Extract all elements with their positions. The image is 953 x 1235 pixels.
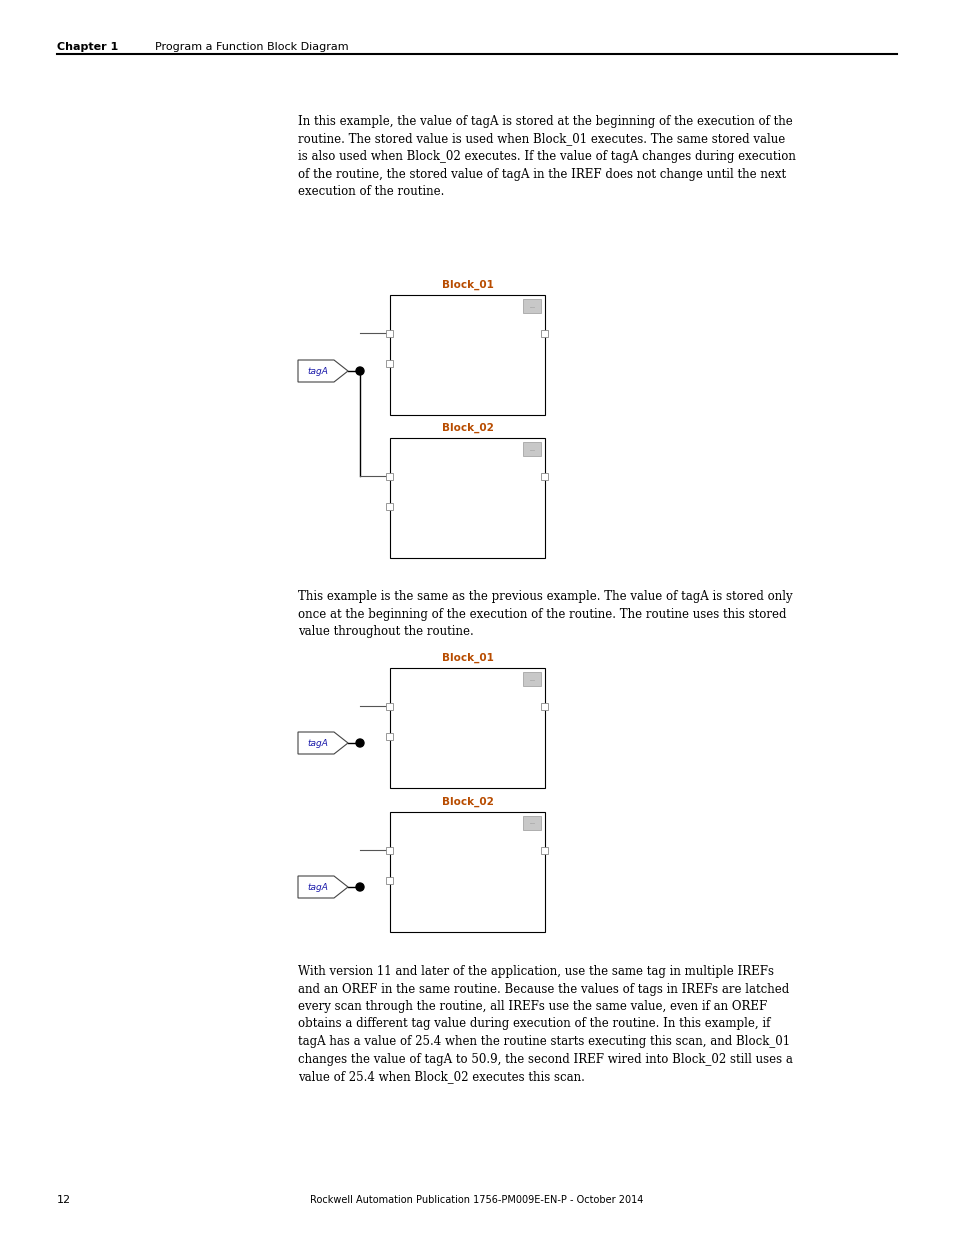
Text: Block_02: Block_02 [441,797,493,806]
Bar [390,295,544,415]
Text: ...: ... [529,820,535,825]
Bar [541,703,548,709]
Bar [390,668,544,788]
Text: Rockwell Automation Publication 1756-PM009E-EN-P - October 2014: Rockwell Automation Publication 1756-PM0… [310,1195,643,1205]
Text: tagA: tagA [307,739,328,747]
Text: In this example, the value of tagA is stored at the beginning of the execution o: In this example, the value of tagA is st… [297,115,795,198]
Bar [522,816,540,830]
Polygon shape [297,876,348,898]
Bar [390,438,544,558]
Text: Block_02: Block_02 [441,422,493,433]
Bar [522,442,540,456]
Bar [386,503,393,510]
Bar [541,330,548,336]
Text: tagA: tagA [307,883,328,892]
Polygon shape [297,359,348,382]
Bar [390,811,544,932]
Bar [522,299,540,312]
Text: ...: ... [529,304,535,309]
Bar [386,703,393,709]
Text: This example is the same as the previous example. The value of tagA is stored on: This example is the same as the previous… [297,590,792,638]
Bar [386,732,393,740]
Text: ...: ... [529,677,535,682]
Bar [386,877,393,883]
Text: ...: ... [529,447,535,452]
Bar [541,473,548,479]
Bar [386,330,393,336]
Bar [386,846,393,853]
Bar [522,672,540,685]
Text: Program a Function Block Diagram: Program a Function Block Diagram [154,42,348,52]
Text: Chapter 1: Chapter 1 [57,42,118,52]
Polygon shape [297,732,348,755]
Bar [386,473,393,479]
Text: 12: 12 [57,1195,71,1205]
Text: Block_01: Block_01 [441,653,493,663]
Text: Block_01: Block_01 [441,280,493,290]
Bar [541,846,548,853]
Circle shape [355,883,364,890]
Circle shape [355,367,364,375]
Text: With version 11 and later of the application, use the same tag in multiple IREFs: With version 11 and later of the applica… [297,965,792,1083]
Bar [386,359,393,367]
Text: tagA: tagA [307,367,328,375]
Circle shape [355,739,364,747]
